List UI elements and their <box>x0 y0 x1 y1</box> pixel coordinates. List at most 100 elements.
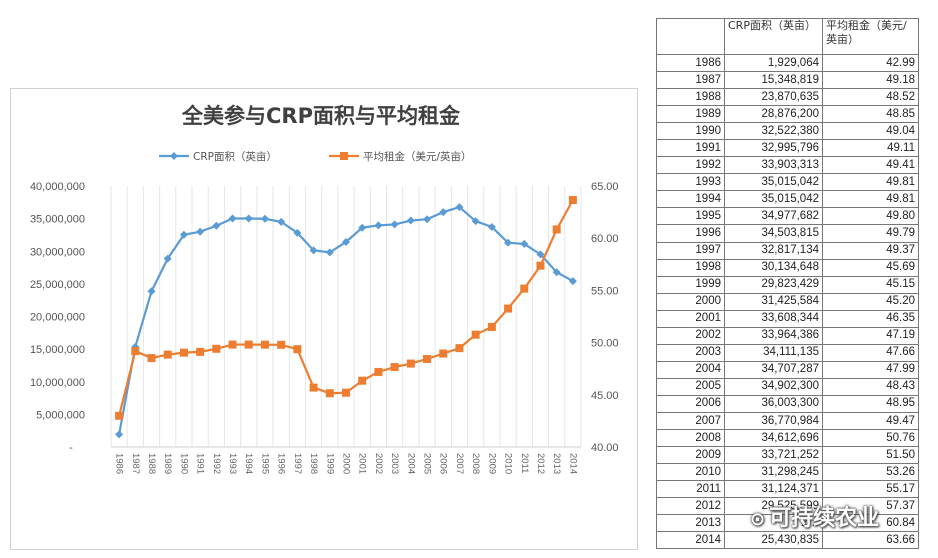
table-row: 2005 34,902,300 48.43 <box>656 377 919 396</box>
x-tick-label: 1989 <box>162 453 173 474</box>
table-row: 1990 32,522,380 49.04 <box>656 122 919 141</box>
cell-year: 1993 <box>656 173 725 192</box>
data-point <box>244 214 253 223</box>
table-row: 2010 31,298,245 53.26 <box>656 463 919 482</box>
data-point <box>260 340 269 349</box>
data-point <box>309 383 318 392</box>
cell-average-rent: 49.79 <box>822 224 919 243</box>
cell-crp-area: 28,876,200 <box>724 105 823 124</box>
data-point <box>277 340 286 349</box>
table-row: 1993 35,015,042 49.81 <box>656 173 919 192</box>
data-point <box>568 277 577 286</box>
legend-marker <box>340 152 348 160</box>
cell-average-rent: 45.20 <box>822 292 919 311</box>
data-point <box>406 359 415 368</box>
data-point <box>163 350 172 359</box>
data-point <box>115 430 124 439</box>
y-left-tick-label: 40,000,000 <box>30 181 85 193</box>
data-point <box>552 225 561 234</box>
data-point <box>358 376 367 385</box>
cell-year: 2007 <box>656 411 725 431</box>
data-point <box>568 195 577 204</box>
table-header-row: CRP面积（英亩） 平均租金（美元/英亩） <box>656 18 919 55</box>
y-left-tick-label: 5,000,000 <box>36 409 85 421</box>
cell-average-rent: 45.69 <box>822 258 919 277</box>
cell-crp-area: 31,298,245 <box>724 463 823 482</box>
cell-average-rent: 49.04 <box>822 122 919 141</box>
wechat-icon: ⊙ <box>750 509 766 530</box>
cell-year: 2011 <box>656 480 725 499</box>
y-left-tick-label: 10,000,000 <box>30 377 85 389</box>
chart-grid <box>110 186 582 448</box>
cell-average-rent: 45.15 <box>822 275 919 294</box>
cell-year: 2014 <box>656 531 725 550</box>
y-left-tick-label: 25,000,000 <box>30 279 85 291</box>
cell-crp-area: 34,902,300 <box>724 377 823 396</box>
cell-crp-area: 23,870,635 <box>724 88 823 107</box>
data-point <box>423 354 432 363</box>
cell-average-rent: 49.47 <box>822 411 919 431</box>
cell-average-rent: 47.99 <box>822 360 919 379</box>
x-tick-label: 2014 <box>567 453 578 474</box>
x-tick-label: 2005 <box>422 453 433 474</box>
cell-average-rent: 47.66 <box>822 343 919 362</box>
data-point <box>358 223 367 232</box>
cell-crp-area: 15,348,819 <box>724 71 823 90</box>
data-table: CRP面积（英亩） 平均租金（美元/英亩） 1986 1,929,064 42.99… <box>656 18 919 550</box>
x-tick-label: 1990 <box>178 453 189 474</box>
data-point <box>520 284 529 293</box>
cell-year: 1999 <box>656 275 725 294</box>
cell-crp-area: 31,124,371 <box>724 480 823 499</box>
data-point <box>487 322 496 331</box>
x-tick-label: 1999 <box>324 453 335 474</box>
x-tick-label: 1987 <box>130 453 141 474</box>
x-tick-label: 2004 <box>405 453 416 474</box>
cell-year: 1990 <box>656 122 725 141</box>
header-average-rent: 平均租金（美元/英亩） <box>822 18 919 55</box>
y-left-tick-label: 30,000,000 <box>30 246 85 258</box>
cell-crp-area: 33,721,252 <box>724 446 823 465</box>
table-row: 1997 32,817,134 49.37 <box>656 241 919 260</box>
table-row: 1987 15,348,819 49.18 <box>656 71 919 90</box>
cell-crp-area: 31,425,584 <box>724 292 823 311</box>
data-point <box>293 345 302 354</box>
y-right-tick-label: 55.00 <box>591 285 619 297</box>
x-tick-label: 1988 <box>146 453 157 474</box>
cell-crp-area: 36,770,984 <box>724 411 823 431</box>
x-tick-label: 2010 <box>503 453 514 474</box>
table-row: 2011 31,124,371 55.17 <box>656 480 919 499</box>
x-tick-label: 2003 <box>389 453 400 474</box>
cell-year: 2010 <box>656 463 725 482</box>
table-row: 2002 33,964,386 47.19 <box>656 326 919 345</box>
x-tick-label: 1994 <box>243 453 254 474</box>
table-row: 2014 25,430,835 63.66 <box>656 531 919 550</box>
cell-average-rent: 57.37 <box>822 497 919 516</box>
x-tick-label: 2011 <box>519 453 530 473</box>
table-row: 2003 34,111,135 47.66 <box>656 343 919 362</box>
cell-average-rent: 49.41 <box>822 156 919 175</box>
y-left-tick-label: 35,000,000 <box>30 214 85 226</box>
series-crp-area <box>115 203 577 439</box>
table-body: 1986 1,929,064 42.99 1987 15,348,819 49.18 198… <box>656 53 919 550</box>
x-tick-label: 1991 <box>195 453 206 474</box>
cell-average-rent: 49.81 <box>822 190 919 209</box>
header-crp-area: CRP面积（英亩） <box>724 18 823 55</box>
cell-crp-area: 33,608,344 <box>724 309 823 328</box>
cell-average-rent: 47.19 <box>822 326 919 345</box>
cell-year: 1986 <box>656 53 725 73</box>
cell-average-rent: 48.95 <box>822 394 919 413</box>
data-point <box>390 363 399 372</box>
table-row: 1989 28,876,200 48.85 <box>656 105 919 124</box>
cell-year: 2001 <box>656 309 725 328</box>
header-year <box>656 18 725 55</box>
line-chart: 全美参与CRP面积与平均租金 CRP面积（英亩） 平均租金（美元/英亩） - 5,0… <box>30 104 619 474</box>
data-point <box>115 411 124 420</box>
legend-label: 平均租金（美元/英亩） <box>363 150 472 163</box>
data-point <box>196 347 205 356</box>
table-row: 2008 34,612,696 50.76 <box>656 429 919 448</box>
cell-average-rent: 49.81 <box>822 173 919 192</box>
data-point <box>147 287 156 296</box>
cell-average-rent: 49.37 <box>822 241 919 260</box>
data-point <box>455 344 464 353</box>
cell-crp-area: 36,003,300 <box>724 394 823 413</box>
